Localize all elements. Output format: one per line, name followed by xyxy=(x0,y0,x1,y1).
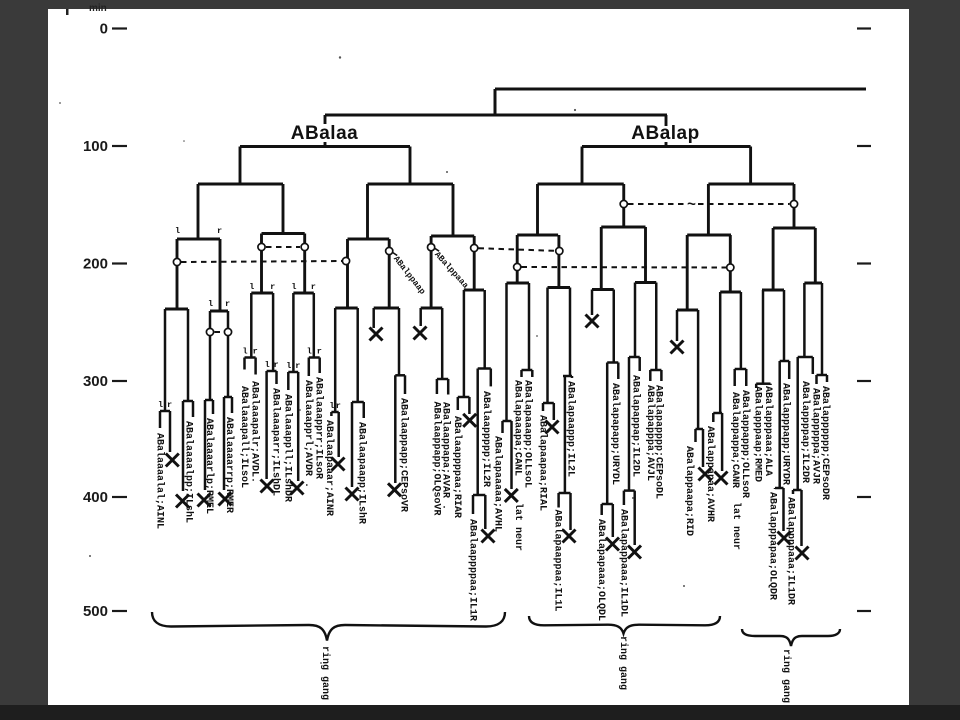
svg-text:ABalapppaaa;ALA: ABalapppaaa;ALA xyxy=(762,386,774,476)
svg-text:ABalapappap;IL2DL: ABalapappap;IL2DL xyxy=(630,375,642,477)
svg-text:ABalappappp;OLLsoR: ABalappappp;OLLsoR xyxy=(739,390,751,498)
svg-text:ABalapaappaa;IL1L: ABalapaappaa;IL1L xyxy=(552,510,564,612)
svg-text:ABalappppap;IL2DR: ABalappppap;IL2DR xyxy=(799,381,811,483)
svg-text:l: l xyxy=(265,360,270,370)
svg-text:r: r xyxy=(274,360,279,370)
svg-text:ABalap: ABalap xyxy=(631,123,699,144)
svg-text:ABalappappa;CANR: ABalappappa;CANR xyxy=(729,392,741,488)
svg-text:l: l xyxy=(175,226,180,236)
svg-text:l: l xyxy=(307,347,312,357)
svg-text:r: r xyxy=(311,282,316,292)
svg-text:ring gang: ring gang xyxy=(780,649,792,703)
svg-text:ring gang: ring gang xyxy=(617,636,629,690)
svg-text:min: min xyxy=(89,3,107,14)
svg-text:ABalaaapprl;AVDR .: ABalaaapprl;AVDR . xyxy=(302,380,314,488)
svg-text:ABalaapaaar;AINR: ABalaapaaar;AINR xyxy=(323,420,335,516)
svg-text:ABalaappapp;OLQsoVR: ABalaappapp;OLQsoVR xyxy=(431,402,443,516)
svg-text:l: l xyxy=(329,401,334,411)
svg-text:ABalappaapa;RID: ABalappaapa;RID xyxy=(683,446,695,536)
svg-text:ABalapaaapa;CANL: ABalapaaapa;CANL xyxy=(512,380,524,476)
svg-text:ABalapapaaa;OLQDL: ABalapapaaa;OLQDL xyxy=(595,519,607,621)
svg-text:ABalapaaapp;OLLsoL: ABalapaaapp;OLLsoL xyxy=(522,380,534,488)
svg-text:100: 100 xyxy=(83,138,108,155)
svg-text:r: r xyxy=(167,400,172,410)
svg-text:ABalaappapp;CEPsoVR: ABalaappapp;CEPsoVR xyxy=(398,398,410,512)
svg-text:ABalaaappll;ILshDR: ABalaaappll;ILshDR xyxy=(282,394,294,502)
svg-text:ABalaaaarrp;RMER: ABalaaaarrp;RMER xyxy=(223,417,235,513)
svg-text:ABalapapppa;AVJL: ABalapapppa;AVJL xyxy=(644,385,656,481)
svg-text:500: 500 xyxy=(83,603,108,620)
svg-text:0: 0 xyxy=(100,21,108,38)
svg-text:300: 300 xyxy=(83,373,108,390)
svg-text:l: l xyxy=(243,347,248,357)
svg-text:l: l xyxy=(291,282,296,292)
svg-text:r: r xyxy=(336,401,341,411)
svg-text:ABalapppapaa;OLQDR: ABalapppapaa;OLQDR xyxy=(767,492,779,600)
svg-text:~: ~ xyxy=(687,197,696,214)
svg-text:ABalaappppp;IL2R: ABalaappppp;IL2R xyxy=(480,391,492,487)
svg-text:ABalapaaaaa;AVHL: ABalapaaaaa;AVHL xyxy=(492,436,504,532)
svg-text:ABalapaappp;IL2L: ABalapaappp;IL2L xyxy=(565,381,577,477)
svg-text:l: l xyxy=(158,400,163,410)
svg-text:ABalapapapp;URYDL: ABalapapapp;URYDL xyxy=(609,383,621,485)
svg-text:ABalaaapalr;AVDL.: ABalaaapalr;AVDL. xyxy=(249,381,261,483)
svg-text:ABalapaapaa;RIAL: ABalapaapaa;RIAL xyxy=(537,415,549,511)
svg-text:400: 400 xyxy=(83,489,108,506)
svg-text:ABalaappapa;AVAR .: ABalaappapa;AVAR . xyxy=(440,402,452,510)
svg-text:ABalaaaparr;ILshDL: ABalaaaparr;ILshDL xyxy=(270,388,282,496)
svg-text:l: l xyxy=(208,299,213,309)
svg-text:ABalappppaaa;IL1DR: ABalappppaaa;IL1DR xyxy=(785,497,797,605)
svg-text:ABalaa: ABalaa xyxy=(291,123,358,144)
svg-text:lat neur: lat neur xyxy=(512,503,524,551)
svg-text:ABalaaaalal;AINL: ABalaaaalal;AINL xyxy=(154,433,166,529)
svg-text:ABalapppppp;CEPsoDR: ABalapppppp;CEPsoDR xyxy=(819,386,831,500)
svg-text:l: l xyxy=(249,282,254,292)
svg-text:ABalapapppp;CEPsoDL: ABalapapppp;CEPsoDL xyxy=(653,385,665,499)
svg-text:ABalaaaarlp;RMEL: ABalaaaarlp;RMEL xyxy=(203,418,215,514)
svg-text:ABalapppapp;URYDR: ABalapppapp;URYDR xyxy=(780,383,792,485)
svg-text:ABalaapaapp;ILshR: ABalaapaapp;ILshR xyxy=(356,422,368,524)
svg-text:ABalaappppaa;IL1R: ABalaappppaa;IL1R xyxy=(467,519,479,621)
svg-text:r: r xyxy=(253,347,258,357)
svg-text:ABalaaaalpp;ILshL: ABalaaaalpp;ILshL xyxy=(183,421,195,523)
svg-text:ABalaaapprr;ILsoR: ABalaaapprr;ILsoR xyxy=(313,377,325,479)
svg-text:ABalaappppaa;RIAR: ABalaappppaa;RIAR xyxy=(451,416,463,518)
svg-text:200: 200 xyxy=(83,256,108,273)
svg-text:r: r xyxy=(317,347,322,357)
svg-text:ABalappapaa;AVHR: ABalappapaa;AVHR xyxy=(704,426,716,522)
svg-text:ABalapappaaa;IL1DL: ABalapappaaa;IL1DL xyxy=(618,509,630,617)
svg-text:r: r xyxy=(270,282,275,292)
svg-text:r: r xyxy=(217,226,222,236)
svg-text:ABalapppaap;RMED: ABalapppaap;RMED xyxy=(752,386,764,482)
svg-text:r: r xyxy=(295,361,300,371)
svg-text:r: r xyxy=(225,299,230,309)
svg-text:ring gang: ring gang xyxy=(319,646,331,700)
svg-text:lat neur: lat neur xyxy=(730,502,742,550)
svg-text:ABalaaapall;ILsoL: ABalaaapall;ILsoL xyxy=(238,386,250,488)
svg-text:l: l xyxy=(286,361,291,371)
svg-text:ABalapppppa;AVJR: ABalapppppa;AVJR xyxy=(810,388,822,484)
